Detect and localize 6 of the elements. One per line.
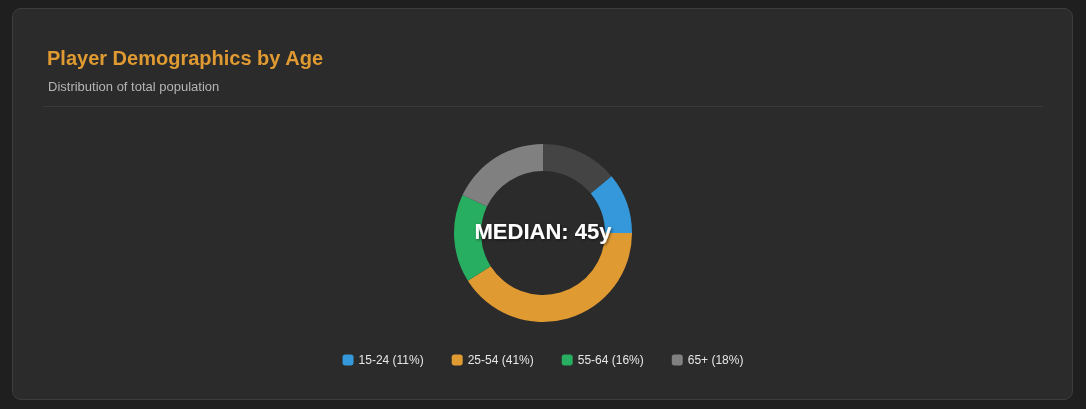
- legend-label: 55-64 (16%): [577, 353, 644, 367]
- legend-label: 65+ (18%): [687, 353, 744, 367]
- legend-label: 25-54 (41%): [467, 353, 534, 367]
- chart-title: Player Demographics by Age: [47, 47, 324, 69]
- text: Distribution of total population: [48, 79, 220, 94]
- legend-label: 15-24 (11%): [358, 353, 424, 367]
